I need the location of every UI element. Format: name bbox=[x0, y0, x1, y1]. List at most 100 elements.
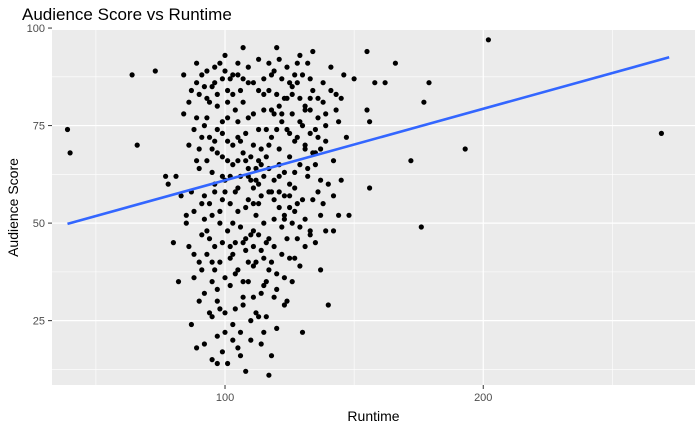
y-tick-label: 25 bbox=[33, 316, 45, 328]
y-axis: 25 50 75 100 bbox=[27, 23, 52, 328]
data-point bbox=[201, 341, 207, 347]
data-point bbox=[209, 259, 215, 265]
data-point bbox=[289, 279, 295, 285]
data-point bbox=[261, 220, 267, 226]
data-point bbox=[305, 60, 311, 66]
data-point bbox=[163, 173, 169, 179]
data-point bbox=[235, 158, 241, 164]
data-point bbox=[323, 111, 329, 117]
data-point bbox=[330, 158, 337, 164]
data-point bbox=[237, 353, 244, 359]
data-point bbox=[284, 298, 290, 304]
data-point bbox=[243, 236, 249, 242]
data-point bbox=[219, 240, 225, 246]
y-tick-label: 100 bbox=[27, 23, 45, 35]
data-point bbox=[188, 87, 194, 94]
data-point bbox=[240, 99, 246, 105]
data-point bbox=[194, 158, 200, 164]
data-point bbox=[206, 201, 213, 207]
data-point bbox=[266, 267, 272, 273]
data-point bbox=[199, 232, 205, 238]
data-point bbox=[271, 68, 277, 74]
data-point bbox=[186, 142, 192, 148]
data-point bbox=[274, 91, 280, 97]
data-point bbox=[364, 107, 370, 113]
data-point bbox=[418, 224, 424, 230]
data-point bbox=[209, 84, 215, 90]
data-point bbox=[204, 158, 210, 164]
data-point bbox=[219, 197, 225, 203]
data-point bbox=[237, 329, 244, 335]
data-point bbox=[256, 314, 262, 320]
data-point bbox=[201, 123, 207, 129]
data-point bbox=[219, 173, 225, 179]
data-point bbox=[240, 240, 246, 246]
data-point bbox=[310, 87, 316, 94]
data-point bbox=[235, 267, 241, 273]
data-point bbox=[183, 212, 189, 218]
data-point bbox=[186, 243, 192, 250]
data-point bbox=[284, 126, 290, 133]
data-point bbox=[274, 325, 280, 331]
data-point bbox=[199, 201, 205, 207]
data-point bbox=[196, 259, 202, 265]
data-point bbox=[294, 134, 300, 140]
grid-major bbox=[52, 27, 695, 385]
data-point bbox=[279, 111, 285, 117]
data-point bbox=[261, 107, 267, 113]
data-point bbox=[315, 134, 321, 140]
data-point bbox=[194, 115, 200, 121]
data-point bbox=[281, 302, 287, 308]
data-point bbox=[281, 212, 287, 218]
data-point bbox=[243, 158, 249, 164]
data-point bbox=[274, 126, 280, 133]
data-point bbox=[256, 158, 262, 164]
data-point bbox=[134, 142, 140, 148]
data-point bbox=[271, 197, 277, 203]
fit-line-group bbox=[67, 56, 670, 226]
x-axis-title: Runtime bbox=[347, 408, 399, 424]
data-point bbox=[287, 193, 293, 199]
data-point bbox=[225, 228, 231, 234]
data-point bbox=[217, 259, 223, 265]
data-point bbox=[204, 251, 210, 257]
data-point bbox=[318, 177, 324, 183]
data-point bbox=[181, 72, 187, 78]
data-point bbox=[196, 146, 202, 152]
data-point bbox=[250, 185, 256, 191]
data-point bbox=[256, 201, 262, 207]
data-point bbox=[222, 68, 228, 74]
data-point bbox=[351, 76, 357, 82]
data-point bbox=[320, 99, 326, 105]
data-point bbox=[243, 368, 249, 374]
data-point bbox=[178, 193, 184, 199]
data-point bbox=[194, 80, 200, 86]
data-point bbox=[206, 310, 213, 316]
data-point bbox=[256, 126, 262, 133]
y-tick-label: 50 bbox=[33, 218, 45, 230]
data-point bbox=[191, 275, 197, 281]
data-point bbox=[281, 193, 287, 199]
data-point bbox=[232, 107, 238, 113]
data-point bbox=[294, 60, 300, 66]
data-point bbox=[268, 259, 275, 265]
data-point bbox=[201, 216, 207, 222]
data-point bbox=[341, 72, 347, 78]
data-point bbox=[196, 165, 202, 172]
data-point bbox=[297, 95, 303, 101]
data-point bbox=[245, 197, 251, 203]
data-point bbox=[204, 228, 210, 234]
data-point bbox=[271, 177, 277, 183]
data-point bbox=[307, 95, 313, 101]
data-point bbox=[230, 142, 236, 148]
data-point bbox=[392, 60, 398, 66]
data-point bbox=[183, 220, 189, 226]
data-point bbox=[318, 212, 324, 218]
data-point bbox=[266, 142, 272, 148]
data-point bbox=[338, 177, 344, 183]
data-point bbox=[279, 76, 285, 82]
data-point bbox=[268, 107, 275, 113]
data-point bbox=[152, 68, 158, 74]
data-point bbox=[274, 271, 280, 277]
